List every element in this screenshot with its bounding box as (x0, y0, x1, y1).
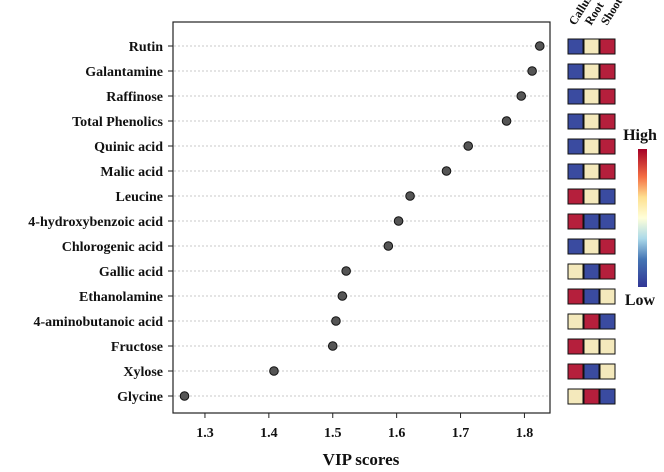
category-label: Raffinose (106, 90, 163, 105)
data-point (527, 66, 537, 76)
heatmap-cell (567, 38, 584, 55)
heatmap-cell (599, 188, 616, 205)
heatmap-cell (599, 113, 616, 130)
heatmap-cell (583, 163, 600, 180)
data-point (516, 91, 527, 101)
x-axis-ticks: 1.3 1.4 1.5 1.6 1.7 1.8 (196, 413, 533, 441)
category-label: Ethanolamine (79, 290, 163, 305)
data-point (463, 141, 474, 151)
category-label: 4-hydroxybenzoic acid (28, 215, 163, 230)
heatmap-cell (567, 338, 584, 355)
x-axis-label: VIP scores (323, 450, 400, 469)
category-label: Fructose (111, 340, 163, 355)
category-label: Glycine (117, 390, 163, 405)
data-point (341, 266, 351, 276)
x-tick-label: 1.8 (516, 426, 534, 441)
heatmap (567, 38, 616, 405)
colorbar-low-label: Low (625, 292, 656, 309)
heatmap-cell (583, 263, 600, 280)
heatmap-cell (567, 88, 584, 105)
category-label: Galantamine (85, 65, 163, 80)
category-label: Chlorogenic acid (62, 240, 163, 255)
data-points (179, 41, 545, 401)
heatmap-cell (567, 288, 584, 305)
heatmap-cell (583, 338, 600, 355)
heatmap-cell (567, 138, 584, 155)
heatmap-cell (599, 88, 616, 105)
data-point (331, 316, 341, 326)
colorbar-gradient (638, 149, 647, 287)
category-label: Rutin (129, 40, 163, 55)
data-point (327, 341, 338, 351)
heatmap-cell (583, 238, 600, 255)
data-point (179, 391, 190, 401)
heatmap-cell (583, 313, 600, 330)
heatmap-cell (583, 63, 600, 80)
heatmap-cell (599, 288, 616, 305)
x-tick-label: 1.4 (260, 426, 278, 441)
data-point (393, 216, 404, 226)
heatmap-cell (583, 138, 600, 155)
category-label: Gallic acid (99, 265, 163, 280)
colorbar-high-label: High (623, 127, 657, 144)
data-point (383, 241, 394, 251)
data-point (534, 41, 545, 51)
heatmap-cell (599, 263, 616, 280)
heatmap-cell (567, 163, 584, 180)
heatmap-cell (599, 63, 616, 80)
heatmap-cell (599, 388, 616, 405)
heatmap-cell (567, 113, 584, 130)
heatmap-cell (583, 113, 600, 130)
category-labels: Rutin Galantamine Raffinose Total Phenolics… (28, 40, 173, 405)
heatmap-cell (567, 313, 584, 330)
data-point (269, 366, 279, 376)
x-tick-label: 1.7 (452, 426, 470, 441)
heatmap-cell (567, 363, 584, 380)
heatmap-cell (599, 38, 616, 55)
heatmap-cell (583, 363, 600, 380)
category-label: Total Phenolics (72, 115, 163, 130)
heatmap-cell (599, 363, 616, 380)
heatmap-cell (599, 238, 616, 255)
data-point (441, 166, 452, 176)
heatmap-cell (599, 163, 616, 180)
heatmap-cell (599, 138, 616, 155)
heatmap-cell (567, 388, 584, 405)
x-tick-label: 1.6 (388, 426, 406, 441)
x-tick-label: 1.3 (196, 426, 214, 441)
colorbar: High Low (623, 127, 657, 309)
category-label: Malic acid (100, 165, 163, 180)
plot-frame (172, 21, 551, 414)
data-point (337, 291, 348, 301)
category-label: Quinic acid (94, 140, 163, 155)
heatmap-cell (583, 213, 600, 230)
heatmap-cell (583, 88, 600, 105)
heatmap-cell (583, 388, 600, 405)
heatmap-cell (583, 288, 600, 305)
heatmap-cell (567, 238, 584, 255)
heatmap-cell (599, 313, 616, 330)
data-point (405, 191, 415, 201)
data-point (501, 116, 512, 126)
category-label: 4-aminobutanoic acid (33, 315, 163, 330)
category-label: Leucine (116, 190, 163, 205)
heatmap-cell (583, 38, 600, 55)
heatmap-cell (567, 263, 584, 280)
heatmap-cell (567, 188, 584, 205)
heatmap-cell (583, 188, 600, 205)
x-tick-label: 1.5 (324, 426, 342, 441)
grid-lines (174, 45, 549, 397)
heatmap-cell (599, 338, 616, 355)
heatmap-cell (567, 213, 584, 230)
heatmap-cell (567, 63, 584, 80)
heatmap-cell (599, 213, 616, 230)
category-label: Xylose (123, 365, 163, 380)
